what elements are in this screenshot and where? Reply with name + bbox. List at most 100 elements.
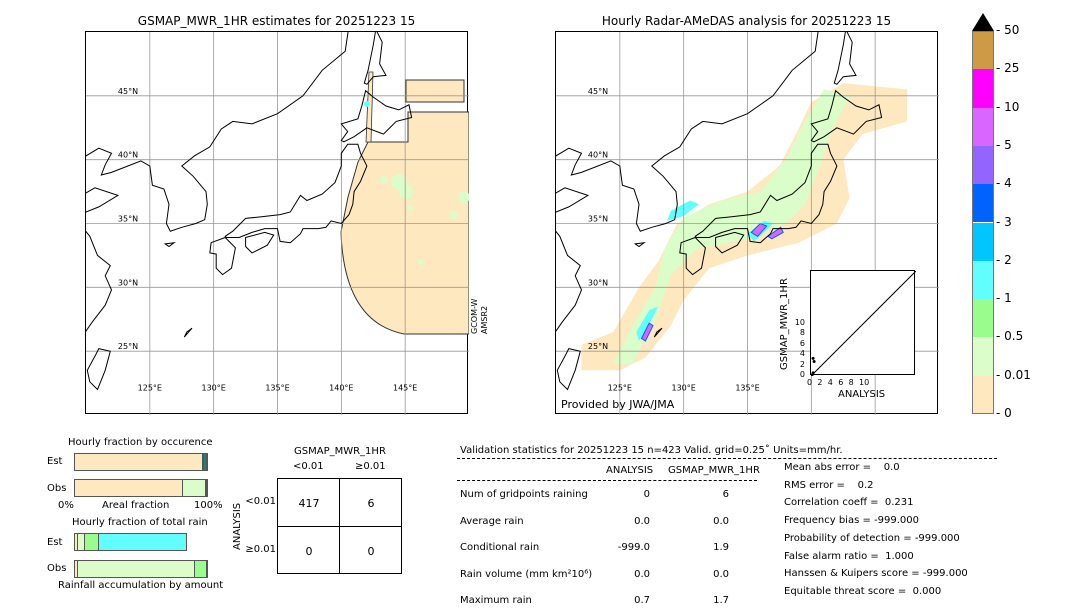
colorbar-extend-arrow — [972, 13, 994, 31]
score-line: RMS error = 0.2 — [784, 479, 874, 491]
colorbar-tick-label: 0.01 — [1004, 367, 1031, 382]
bar-segment — [99, 533, 187, 551]
colorbar-tick-label: 4 — [1004, 176, 1012, 191]
divider — [457, 458, 997, 459]
stat-analysis-value: 0 — [643, 489, 650, 500]
stat-gsmap-value: 6 — [722, 489, 729, 500]
score-line: Hanssen & Kuipers score = -999.000 — [784, 568, 968, 580]
lat-label: 40°N — [118, 151, 138, 160]
stat-label: Maximum rain — [460, 595, 532, 606]
stats-header: Validation statistics for 20251223 15 n=… — [460, 445, 843, 456]
lat-label: 40°N — [588, 151, 608, 160]
contingency-table: 417 6 0 0 — [277, 478, 402, 574]
occ-axis-min: 0% — [58, 500, 74, 511]
cell-hit-none: 417 — [298, 496, 320, 510]
colorbar-swatch — [972, 260, 994, 300]
rain-patch — [450, 211, 458, 219]
scatter-point — [811, 356, 815, 360]
coastline-hokkaido — [810, 89, 883, 143]
coastline-okinawa — [183, 327, 193, 338]
colorbar-swatch — [972, 69, 994, 108]
contingency-col-1: <0.01 — [293, 461, 324, 472]
left-map-title: GSMAP_MWR_1HR estimates for 20251223 15 — [137, 14, 416, 28]
colorbar-tick-label: 10 — [1004, 99, 1020, 114]
occ-est-label: Est — [47, 456, 63, 467]
divider — [457, 480, 757, 481]
colorbar-tick: - 25 — [996, 61, 1020, 76]
cell-hit: 0 — [367, 544, 375, 558]
colorbar-swatch — [972, 145, 994, 185]
coastline-hokkaido — [340, 89, 413, 143]
lon-label: 135°E — [735, 384, 759, 393]
cell-miss: 0 — [305, 544, 313, 558]
occurrence-est-bar — [74, 453, 208, 471]
lon-label: 140°E — [329, 384, 353, 393]
coastline-kyushu — [679, 236, 706, 276]
coastline-mainland — [86, 230, 113, 332]
bar-segment — [203, 454, 205, 470]
stat-label: Rain volume (mm km²10⁶) — [460, 568, 593, 580]
colorbar-swatch — [972, 184, 994, 223]
lon-label: 145°E — [393, 384, 417, 393]
score-line: Probability of detection = -999.000 — [784, 532, 960, 544]
lat-label: 45°N — [118, 87, 138, 96]
bar-segment — [204, 454, 207, 470]
colorbar-swatch — [972, 31, 994, 70]
lat-label: 30°N — [118, 278, 138, 287]
colorbar-tick-label: 0 — [1004, 406, 1012, 420]
rain-patch — [380, 176, 388, 184]
left-map: 45°N 40°N 35°N 30°N 25°N 125°E 130°E 135°E 140°E… — [85, 31, 469, 415]
occ-axis-label: Areal fraction — [102, 500, 170, 511]
lon-label: 130°E — [672, 384, 696, 393]
coastline-sakhalin — [363, 32, 387, 85]
coastline-shikoku — [715, 231, 745, 254]
colorbar: - 0 - 0.01 - 0.5 - 1 - 2 - 3 - 4 - 5 - 10 - 25 - 5… — [972, 13, 1031, 420]
stat-gsmap-value: 1.9 — [713, 542, 729, 553]
inset-scatter — [810, 270, 917, 377]
rain-area-heavy — [750, 222, 768, 237]
colorbar-swatch — [972, 337, 994, 376]
score-line: Correlation coeff = 0.231 — [784, 497, 914, 509]
occ-obs-label: Obs — [47, 483, 67, 494]
coastline-honshu — [694, 143, 838, 244]
rain-area-weak — [613, 89, 850, 364]
coastline-sakhalin — [833, 32, 857, 85]
inset-xtick: 4 — [827, 378, 833, 387]
colorbar-swatch — [972, 107, 994, 146]
inset-ytick: 0 — [799, 370, 805, 379]
colorbar-swatch — [972, 299, 994, 338]
rain-obs-label: Obs — [47, 563, 67, 574]
stat-analysis-value: 0.7 — [634, 595, 650, 606]
swath-region — [405, 79, 465, 103]
contingency-row-2: ≥0.01 — [245, 544, 276, 555]
occ-axis-max: 100% — [194, 500, 223, 511]
rain-patch — [399, 185, 413, 199]
coastline-mainland — [86, 187, 120, 213]
total-rain-footer: Rainfall accumulation by amount — [58, 580, 224, 591]
rain-est-label: Est — [47, 537, 63, 548]
inset-xtick: 0 — [807, 378, 813, 387]
rain-area-heavy — [767, 226, 784, 240]
coastline-okinawa — [653, 327, 663, 338]
rain-patch — [364, 101, 370, 107]
bar-segment — [84, 533, 100, 551]
score-line: Frequency bias = -999.000 — [784, 515, 919, 527]
contingency-col-2: ≥0.01 — [355, 461, 386, 472]
rain-patch — [407, 205, 413, 211]
coastline-shikoku — [245, 231, 275, 254]
colorbar-swatch — [972, 375, 994, 414]
inset-xlabel: ANALYSIS — [838, 389, 886, 400]
cell-false-alarm: 6 — [367, 496, 375, 510]
coastline-mainland — [556, 230, 583, 332]
coastline-taiwan — [86, 348, 111, 391]
contingency-row-1: <0.01 — [245, 496, 276, 507]
lon-label: 135°E — [265, 384, 289, 393]
bar-segment — [195, 561, 207, 577]
sensor-label-2: AMSR2 — [480, 305, 489, 334]
colorbar-tick: - 0.5 — [996, 329, 1024, 344]
score-line: Mean abs error = 0.0 — [784, 462, 900, 473]
lat-label: 35°N — [118, 215, 138, 224]
inset-ytick: 4 — [799, 349, 805, 359]
bar-segment — [78, 533, 85, 551]
